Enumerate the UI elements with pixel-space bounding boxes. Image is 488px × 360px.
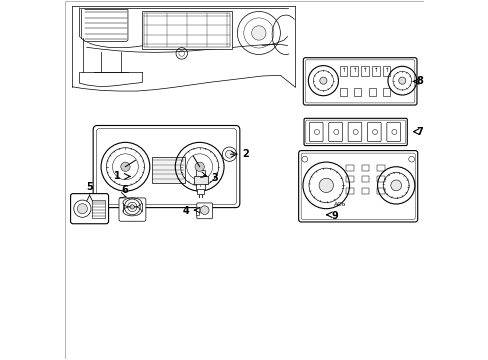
Bar <box>368 88 375 96</box>
Circle shape <box>77 204 87 214</box>
Bar <box>196 207 199 215</box>
Circle shape <box>319 178 333 193</box>
FancyBboxPatch shape <box>196 203 212 219</box>
Circle shape <box>195 162 204 171</box>
Bar <box>194 176 207 184</box>
Circle shape <box>319 77 326 84</box>
Circle shape <box>398 77 405 84</box>
Bar <box>376 165 384 171</box>
Bar <box>346 188 353 194</box>
Bar <box>360 66 368 76</box>
Bar <box>382 88 389 96</box>
Bar <box>353 88 361 96</box>
Circle shape <box>390 180 401 191</box>
Text: 1: 1 <box>114 171 121 181</box>
Polygon shape <box>81 10 128 41</box>
Circle shape <box>130 205 134 209</box>
Text: ↑: ↑ <box>384 68 389 73</box>
Text: 9: 9 <box>331 211 338 221</box>
Bar <box>92 200 104 218</box>
Bar <box>339 66 346 76</box>
Bar <box>142 12 231 49</box>
Bar <box>144 13 230 47</box>
Bar <box>361 176 369 182</box>
Text: 3: 3 <box>211 173 218 183</box>
Bar <box>346 176 353 182</box>
FancyBboxPatch shape <box>298 150 417 222</box>
Bar <box>349 66 357 76</box>
Text: 7: 7 <box>415 127 422 136</box>
Bar <box>376 176 384 182</box>
FancyBboxPatch shape <box>304 118 407 145</box>
Text: ↑: ↑ <box>373 68 378 73</box>
FancyBboxPatch shape <box>70 194 108 224</box>
Bar <box>371 66 379 76</box>
Text: ↑: ↑ <box>341 68 346 73</box>
Text: ↑: ↑ <box>352 68 357 73</box>
Text: ↑: ↑ <box>363 68 367 73</box>
Bar <box>346 165 353 171</box>
FancyBboxPatch shape <box>119 198 145 221</box>
Text: 6: 6 <box>121 185 128 195</box>
Circle shape <box>225 150 233 158</box>
Text: ACo: ACo <box>333 202 346 207</box>
Bar <box>376 188 384 194</box>
Bar <box>196 189 203 194</box>
FancyBboxPatch shape <box>303 58 416 105</box>
Text: 8: 8 <box>415 76 422 86</box>
Bar <box>196 170 205 190</box>
Circle shape <box>251 26 265 40</box>
Circle shape <box>200 206 208 215</box>
Bar <box>152 157 184 183</box>
Bar <box>382 66 389 76</box>
Bar <box>361 188 369 194</box>
Text: 2: 2 <box>242 149 248 159</box>
Circle shape <box>121 162 130 171</box>
Text: 5: 5 <box>86 182 93 192</box>
Bar <box>361 165 369 171</box>
FancyBboxPatch shape <box>93 126 239 208</box>
Bar <box>339 88 346 96</box>
Text: 4: 4 <box>183 206 189 216</box>
